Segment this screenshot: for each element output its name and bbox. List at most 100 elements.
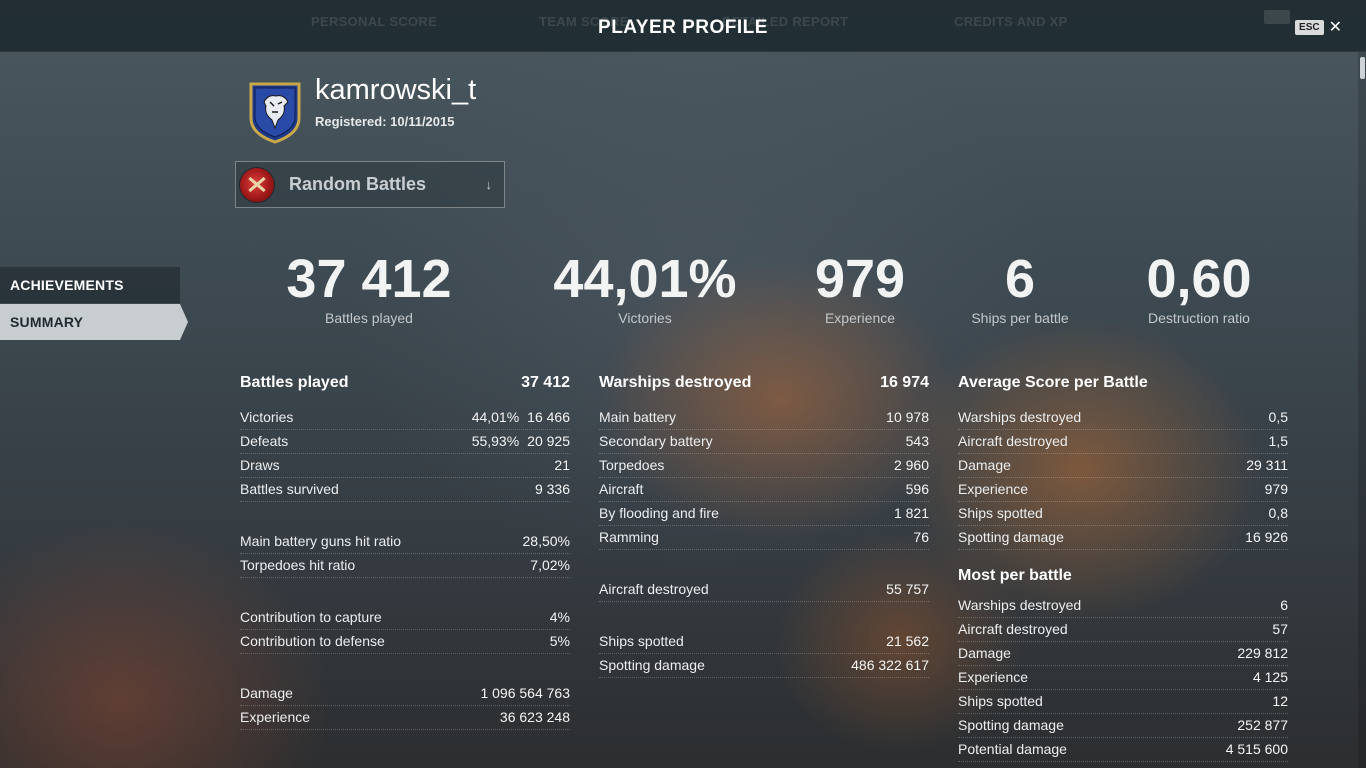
big-stat-value: 0,60 [1146,249,1252,309]
stat-row: Spotting damage 486 322 617 [599,654,929,678]
stat-label: Ships spotted [958,505,1043,521]
section-title: Battles played [240,374,349,391]
stat-value: 543 [905,433,929,449]
stat-value: 0,8 [1268,505,1288,521]
stat-value: 57 [1272,621,1288,637]
averages-column: Average Score per Battle Warships destro… [958,374,1288,762]
big-stat-label: Victories [618,310,672,326]
stat-value: 1 821 [893,505,929,521]
random-battles-icon [240,167,274,202]
stat-row: Damage 1 096 564 763 [240,682,570,706]
nav-item-label: ACHIEVEMENTS [10,277,124,293]
big-stat-ships-per-battle: 6 Ships per battle [920,248,1120,326]
stat-label: Aircraft [599,481,644,497]
close-button[interactable]: ESC ✕ [1295,18,1342,36]
username: kamrowski_t [315,74,477,106]
stat-value: 6 [1280,597,1288,613]
stat-label: Torpedoes [599,457,665,473]
stat-label: Main battery guns hit ratio [240,533,402,549]
stat-label: Aircraft destroyed [958,621,1068,637]
average-header: Average Score per Battle [958,374,1288,398]
ghost-tab-personal-score: PERSONAL SCORE [311,14,438,29]
big-stat-label: Battles played [325,310,413,326]
stat-value: 5% [549,633,570,649]
stat-label: By flooding and fire [599,505,719,521]
stat-row: Defeats 55,93% 20 925 [240,430,570,454]
stat-value: 486 322 617 [851,657,929,673]
section-total: 16 974 [880,374,929,391]
stat-value: 29 311 [1246,457,1288,473]
stat-row: Aircraft destroyed 57 [958,618,1288,642]
stat-row: Contribution to capture 4% [240,606,570,630]
stat-value: 2 960 [893,457,929,473]
stat-row: Experience 4 125 [958,666,1288,690]
stat-row: Aircraft destroyed 1,5 [958,430,1288,454]
background-tabs: PERSONAL SCORE TEAM SCORE DETAILED REPOR… [0,0,1366,52]
stat-label: Torpedoes hit ratio [240,557,356,573]
stat-label: Secondary battery [599,433,713,449]
stat-value: 7,02% [530,557,570,573]
big-stat-victories: 44,01% Victories [545,248,745,326]
stat-value: 20 925 [527,433,570,449]
stat-row: Draws 21 [240,454,570,478]
top-bar: PERSONAL SCORE TEAM SCORE DETAILED REPOR… [0,0,1366,52]
battles-header: Battles played 37 412 [240,374,570,398]
big-stat-value: 6 [1004,249,1036,309]
stat-label: Draws [240,457,280,473]
most-per-battle-header: Most per battle [958,567,1072,584]
section-title: Average Score per Battle [958,374,1148,391]
stat-label: Contribution to capture [240,609,382,625]
stat-label: Damage [958,645,1011,661]
stat-value: 21 [554,457,570,473]
nav-item-summary[interactable]: SUMMARY [0,304,188,340]
stat-row: Main battery 10 978 [599,406,929,430]
stat-percent: 44,01% [471,409,520,425]
stat-row: Victories 44,01% 16 466 [240,406,570,430]
big-stat-battles: 37 412 Battles played [269,248,469,326]
stat-label: Aircraft destroyed [958,433,1068,449]
scrollbar[interactable] [1358,52,1366,768]
nav-item-label: SUMMARY [10,314,84,330]
stat-label: Experience [240,709,311,725]
section-title: Warships destroyed [599,374,752,391]
stat-label: Spotting damage [958,717,1064,733]
stat-row: Aircraft destroyed 55 757 [599,578,929,602]
stat-value: 76 [913,529,929,545]
stat-label: Spotting damage [599,657,705,673]
nav-item-achievements[interactable]: ACHIEVEMENTS [0,267,180,303]
stat-percent: 55,93% [471,433,520,449]
battle-mode-dropdown[interactable]: Random Battles ↓ [235,161,505,208]
stat-label: Potential damage [958,741,1067,757]
stat-value: 16 466 [527,409,570,425]
stat-value: 1,5 [1268,433,1288,449]
stat-row: Ramming 76 [599,526,929,550]
stat-label: Experience [958,669,1029,685]
stat-label: Warships destroyed [958,597,1082,613]
stat-value: 16 926 [1245,529,1288,545]
stat-row: Spotting damage 16 926 [958,526,1288,550]
big-stat-value: 37 412 [286,249,452,309]
stat-row: Aircraft 596 [599,478,929,502]
ghost-tab-credits-xp: CREDITS AND XP [954,14,1068,29]
stat-value: 21 562 [886,633,929,649]
page-title: PLAYER PROFILE [598,17,768,38]
scrollbar-thumb[interactable] [1360,57,1365,79]
stat-row: Damage 229 812 [958,642,1288,666]
stat-value: 9 336 [534,481,570,497]
clan-emblem-icon [249,82,301,144]
close-icon[interactable]: ✕ [1328,18,1342,36]
stat-value: 10 978 [886,409,929,425]
stat-value: 596 [905,481,929,497]
stat-row: Potential damage 4 515 600 [958,738,1288,762]
stat-row: Secondary battery 543 [599,430,929,454]
stat-label: Spotting damage [958,529,1064,545]
stat-value: 55 757 [886,581,929,597]
stat-label: Aircraft destroyed [599,581,709,597]
stat-row: Experience 36 623 248 [240,706,570,730]
stat-value: 1 096 564 763 [480,685,570,701]
stat-label: Damage [958,457,1011,473]
stat-value: 0,5 [1268,409,1288,425]
stat-value: 28,50% [522,533,570,549]
stat-label: Ships spotted [958,693,1043,709]
big-stat-label: Destruction ratio [1148,310,1250,326]
